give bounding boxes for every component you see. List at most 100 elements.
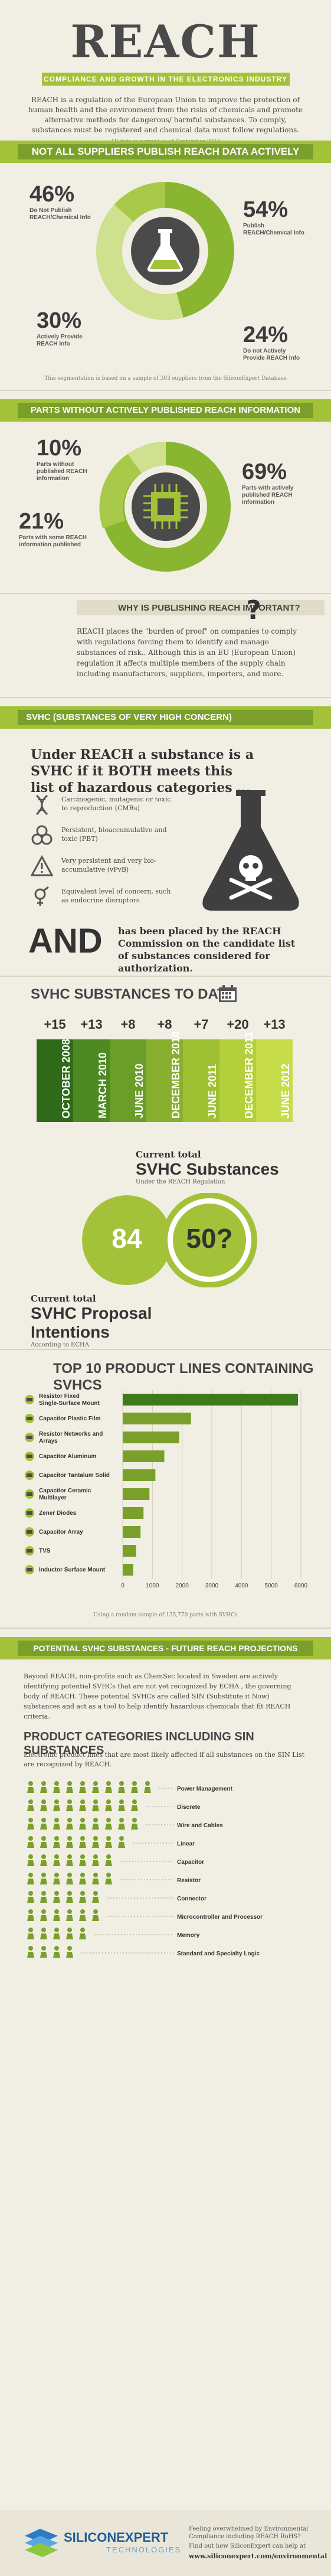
svhc-total-value: 84 [112,1223,142,1254]
component-icon-body [27,1473,32,1477]
stat-do-not-publish: 46% Do Not Publish REACH/Chemical Info [30,182,91,221]
category-label: Capacitor Tantalum Solid [39,1472,110,1479]
stat-parts-without: 10% Parts without published REACH inform… [37,436,87,482]
x-tick-label: 4000 [235,1583,248,1589]
person-icon [40,1891,47,1903]
person-icon [118,1781,125,1793]
timeline: +15 +13 +8 +8 +7 +20 +13 OCTOBER 2008 MARCH 201… [37,1017,293,1129]
person-icon [105,1854,112,1866]
bar [123,1432,179,1443]
current-circles [82,1193,257,1287]
person-icon [92,1818,99,1830]
category-label: Resistor Fixed Single-Surface Mount [39,1393,100,1407]
person-icon [66,1891,73,1903]
timeline-count: +13 [263,1017,286,1032]
footer-url[interactable]: www.siliconexpert.com/environmental [189,2552,327,2560]
person-icon [144,1781,151,1793]
person-icon [40,1799,47,1811]
stat-parts-some: 21% Parts with some REACH information pu… [19,509,87,548]
timeline-bar: JUNE 2011 [183,1039,219,1122]
category-label: Connector [177,1896,207,1902]
section-header-parts: PARTS WITHOUT ACTIVELY PUBLISHED REACH I… [0,399,331,422]
proposal-total-value: 50? [186,1223,233,1254]
bar [123,1469,156,1481]
person-icon [92,1799,99,1811]
section-header-svhc: SVHC (SUBSTANCES OF VERY HIGH CONCERN) [0,706,331,729]
footer-brand-sub: TECHNOLOGIES [106,2545,182,2554]
person-icon [118,1818,125,1830]
person-icon [27,1891,34,1903]
criteria-item: Very persistent and very bio-accumulativ… [31,855,184,886]
person-icon [53,1891,60,1903]
person-icon [92,1854,99,1866]
person-icon [53,1873,60,1884]
person-icon [40,1781,47,1793]
component-icon-body [27,1455,32,1458]
x-tick-label: 5000 [265,1583,278,1589]
person-icon [105,1799,112,1811]
person-icon [79,1836,86,1848]
sin-chart: Power Management Discrete Wire and Cables L… [27,1781,263,1958]
category-label: Discrete [177,1804,201,1811]
product-lines-note: Using a random sample of 135,770 parts w… [93,1612,238,1618]
category-label: Resistor Networks and Arrays [39,1431,103,1444]
category-label: Inductor Surface Mount [39,1567,106,1573]
person-icon [66,1873,73,1884]
stat-publish: 54% Publish REACH/Chemical Info [243,197,304,236]
category-label: Zener Diodes [39,1510,77,1517]
biohazard-icon [31,825,53,845]
x-tick-label: 0 [121,1583,124,1589]
category-label: Capacitor [177,1859,204,1866]
person-icon [40,1818,47,1830]
why-body: REACH places the "burden of proof" on co… [77,627,297,678]
category-label: Resistor [177,1877,201,1884]
bar [123,1488,150,1500]
person-icon [27,1946,34,1958]
x-tick-label: 6000 [294,1583,308,1589]
person-icon [79,1818,86,1830]
divider [0,697,331,698]
person-icon [66,1946,73,1958]
person-icon [27,1818,34,1830]
person-icon [27,1873,34,1884]
timeline-date: DECEMBER 2011 [243,1031,255,1119]
timeline-date: OCTOBER 2008 [60,1039,72,1119]
category-label: Linear [177,1841,195,1847]
section-header-potential: POTENTIAL SVHC SUBSTANCES - FUTURE REACH… [0,1637,331,1659]
why-header: WHY IS PUBLISHING REACH IMPORTANT? [77,600,325,615]
person-icon [66,1836,73,1848]
person-icon [53,1909,60,1921]
person-icon [40,1854,47,1866]
warning-icon [31,855,53,876]
bar [123,1413,191,1424]
component-icon-body [27,1492,32,1496]
person-icon [66,1818,73,1830]
suppliers-donut [96,182,234,320]
person-icon [66,1799,73,1811]
person-icon [92,1781,99,1793]
category-label: Power Management [177,1786,233,1792]
component-icon-body [27,1530,32,1534]
person-icon [53,1799,60,1811]
component-icon-body [27,1511,32,1515]
question-mark-icon: ? [246,596,261,622]
timeline-date: DECEMBER 2010 [170,1031,182,1119]
footer-tagline-2: Find out how SiliconExpert can help at [189,2543,306,2549]
person-icon [79,1873,86,1884]
gender-icon [34,886,49,906]
bar [123,1564,133,1576]
timeline-date: JUNE 2012 [280,1063,291,1119]
intro-text: REACH is a regulation of the European Un… [28,96,303,134]
category-label: Wire and Cables [177,1822,223,1829]
person-icon [40,1873,47,1884]
person-icon [40,1836,47,1848]
x-tick-label: 3000 [205,1583,219,1589]
person-icon [53,1928,60,1939]
person-icon [66,1781,73,1793]
footer: SILICONEXPERT TECHNOLOGIES Feeling overw… [0,2510,331,2576]
person-icon [105,1873,112,1884]
sin-title: PRODUCT CATEGORIES INCLUDING SIN SUBSTAN… [24,1730,254,1757]
person-icon [53,1781,60,1793]
chip-icon [143,484,188,529]
stat-actively-provide: 30% Actively Provide REACH Info [37,308,83,347]
